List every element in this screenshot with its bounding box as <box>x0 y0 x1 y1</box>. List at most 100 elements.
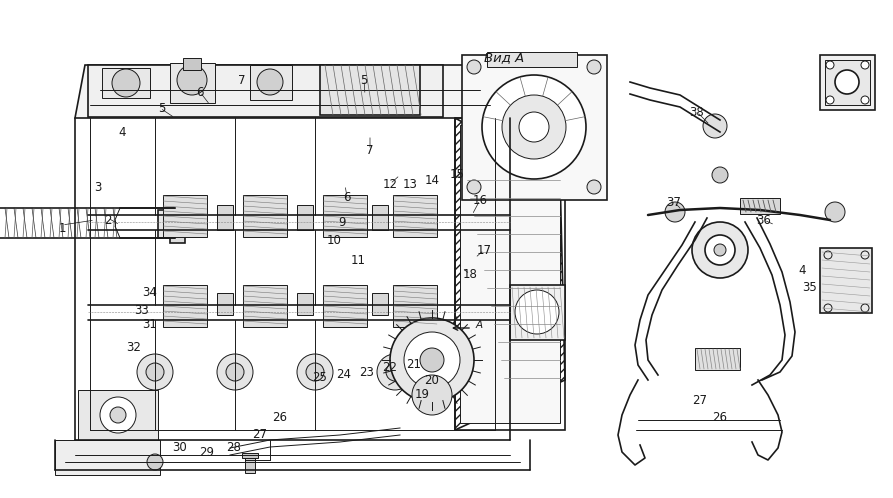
Bar <box>462 55 607 200</box>
Circle shape <box>826 61 834 69</box>
Text: Вид А: Вид А <box>484 51 524 65</box>
Text: 26: 26 <box>713 410 728 423</box>
Text: 5: 5 <box>158 102 166 115</box>
Circle shape <box>587 180 601 194</box>
Text: 14: 14 <box>424 173 439 186</box>
Bar <box>820 248 872 313</box>
Bar <box>158 210 176 238</box>
Bar <box>163 285 207 327</box>
Bar <box>163 195 207 237</box>
Bar <box>323 285 367 327</box>
Circle shape <box>420 348 444 372</box>
Bar <box>250 65 292 100</box>
Circle shape <box>226 363 244 381</box>
Bar <box>242 453 258 458</box>
Bar <box>460 125 560 423</box>
Circle shape <box>692 222 748 278</box>
Circle shape <box>377 354 413 390</box>
Bar <box>170 205 185 243</box>
Circle shape <box>177 65 207 95</box>
Text: 26: 26 <box>272 410 288 423</box>
Bar <box>825 60 870 105</box>
Circle shape <box>712 167 728 183</box>
Text: 11: 11 <box>350 253 365 266</box>
Bar <box>372 293 388 315</box>
Bar <box>372 205 388 230</box>
Text: 1: 1 <box>58 222 66 235</box>
Text: 29: 29 <box>199 446 214 459</box>
Circle shape <box>412 375 452 415</box>
Text: 21: 21 <box>406 358 421 371</box>
Circle shape <box>665 202 685 222</box>
Text: 36: 36 <box>756 214 772 227</box>
Text: 7: 7 <box>238 74 246 87</box>
Circle shape <box>825 202 845 222</box>
Bar <box>393 195 437 237</box>
Bar <box>243 285 287 327</box>
Bar <box>102 68 150 98</box>
Polygon shape <box>55 440 160 475</box>
Text: 15: 15 <box>449 167 464 180</box>
Bar <box>245 455 255 473</box>
Bar <box>183 58 201 70</box>
Circle shape <box>137 354 173 390</box>
Text: 32: 32 <box>127 341 141 354</box>
Text: A: A <box>476 320 483 330</box>
Text: 13: 13 <box>403 177 417 191</box>
Circle shape <box>147 454 163 470</box>
Text: 23: 23 <box>360 366 374 378</box>
Bar <box>487 52 577 67</box>
Circle shape <box>112 69 140 97</box>
Text: 20: 20 <box>424 374 439 386</box>
Text: 30: 30 <box>172 441 188 454</box>
Text: 33: 33 <box>135 303 149 317</box>
Bar <box>393 285 437 327</box>
Circle shape <box>297 354 333 390</box>
Circle shape <box>110 407 126 423</box>
Text: 35: 35 <box>803 280 817 293</box>
Circle shape <box>306 363 324 381</box>
Circle shape <box>502 95 566 159</box>
Circle shape <box>390 318 474 402</box>
Bar <box>170 63 215 103</box>
Polygon shape <box>75 65 510 118</box>
Text: 27: 27 <box>692 393 707 406</box>
Circle shape <box>257 69 283 95</box>
Circle shape <box>861 96 869 104</box>
Circle shape <box>467 60 481 74</box>
Bar <box>740 198 780 214</box>
Bar <box>510 285 565 340</box>
Text: 2: 2 <box>104 214 112 227</box>
Text: 12: 12 <box>382 177 397 191</box>
Text: 27: 27 <box>253 427 268 441</box>
Text: 3: 3 <box>95 180 102 194</box>
Text: 28: 28 <box>227 441 241 454</box>
Circle shape <box>703 114 727 138</box>
Circle shape <box>217 354 253 390</box>
Bar <box>320 65 420 115</box>
Text: 25: 25 <box>313 371 328 383</box>
Text: 16: 16 <box>472 194 488 207</box>
Bar <box>297 293 313 315</box>
Bar <box>78 390 158 440</box>
Circle shape <box>519 112 549 142</box>
Circle shape <box>835 70 859 94</box>
Circle shape <box>386 363 404 381</box>
Circle shape <box>587 60 601 74</box>
Circle shape <box>705 235 735 265</box>
Circle shape <box>146 363 164 381</box>
Circle shape <box>100 397 136 433</box>
Text: 6: 6 <box>196 86 204 99</box>
Circle shape <box>861 61 869 69</box>
Bar <box>88 65 443 117</box>
Text: 19: 19 <box>414 387 430 400</box>
Text: 7: 7 <box>366 143 374 156</box>
Bar <box>455 118 565 430</box>
Bar <box>695 348 740 370</box>
Bar <box>297 205 313 230</box>
Text: 4: 4 <box>118 125 126 138</box>
Circle shape <box>826 96 834 104</box>
Circle shape <box>482 75 586 179</box>
Circle shape <box>515 290 559 334</box>
Text: 17: 17 <box>477 244 491 256</box>
